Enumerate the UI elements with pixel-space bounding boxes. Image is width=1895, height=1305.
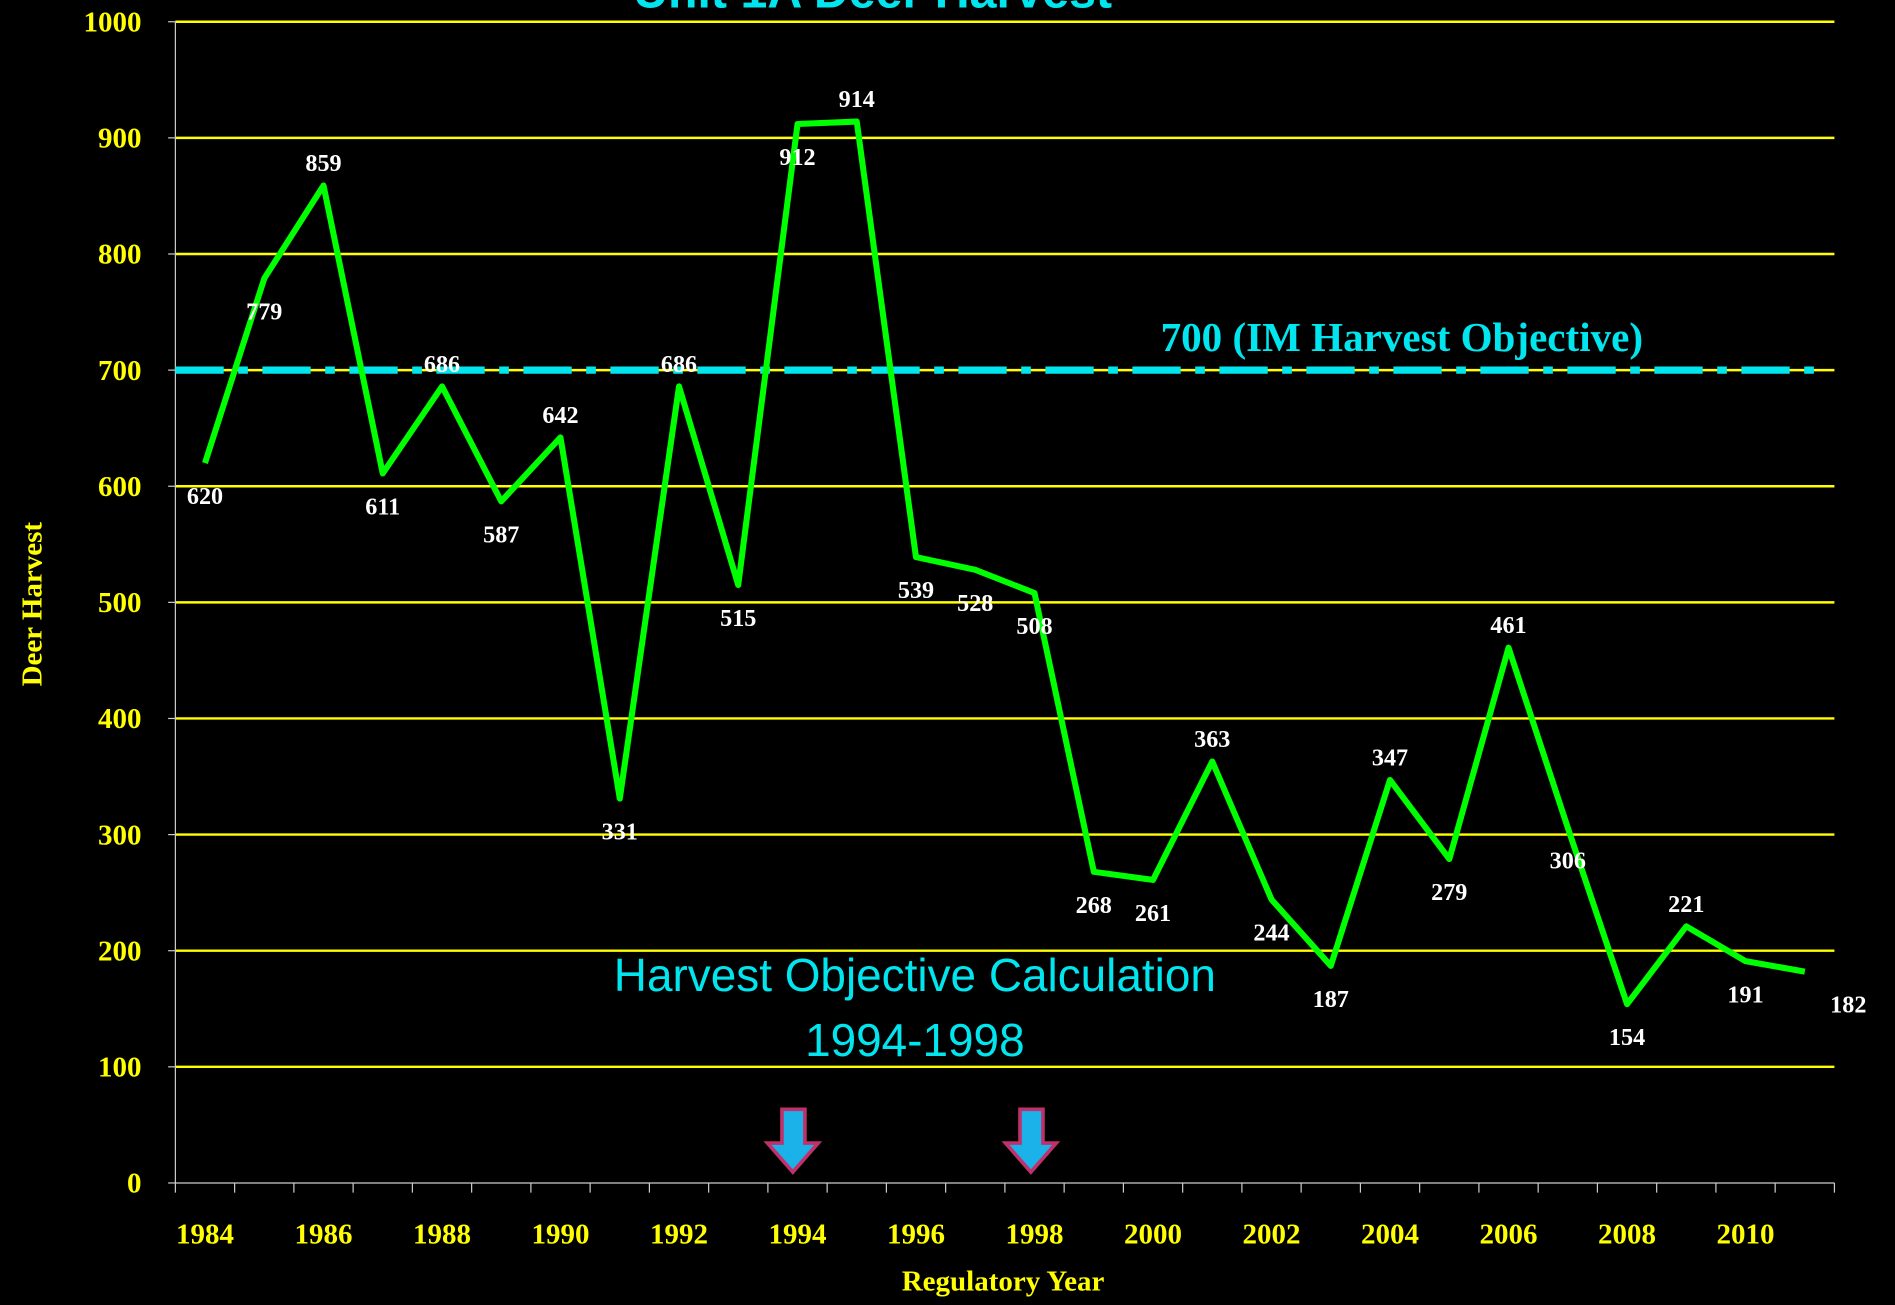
y-tick-label: 500 (98, 587, 142, 619)
x-tick-label: 1986 (295, 1218, 353, 1250)
x-tick-label: 1990 (532, 1218, 590, 1250)
data-label: 779 (246, 298, 282, 325)
data-label: 620 (187, 483, 223, 510)
y-tick-label: 800 (98, 239, 142, 271)
data-label: 611 (365, 494, 400, 521)
data-label: 221 (1668, 891, 1704, 918)
x-tick-label: 1984 (176, 1218, 234, 1250)
data-label: 261 (1135, 900, 1171, 927)
x-tick-label: 1998 (1006, 1218, 1064, 1250)
data-label: 187 (1313, 986, 1349, 1013)
data-label: 859 (305, 150, 341, 177)
annotation: Harvest Objective Calculation (614, 949, 1216, 1001)
y-tick-label: 0 (127, 1168, 142, 1200)
data-label: 182 (1830, 992, 1866, 1019)
data-label: 686 (661, 351, 697, 378)
data-label: 268 (1076, 892, 1112, 919)
data-label: 914 (839, 86, 875, 113)
data-label: 686 (424, 351, 460, 378)
x-tick-label: 1992 (650, 1218, 708, 1250)
x-tick-label: 1994 (769, 1218, 827, 1250)
data-label: 528 (957, 590, 993, 617)
y-axis-label: Deer Harvest (16, 522, 48, 687)
data-label: 331 (602, 819, 638, 846)
annotation: 1994-1998 (805, 1014, 1025, 1066)
x-axis-label: Regulatory Year (902, 1266, 1105, 1298)
y-tick-label: 900 (98, 123, 142, 155)
data-line (202, 118, 1806, 1008)
x-tick-label: 1988 (413, 1218, 471, 1250)
data-label: 515 (720, 605, 756, 632)
data-label: 154 (1609, 1024, 1645, 1051)
data-label: 191 (1727, 981, 1763, 1008)
arrow (763, 1107, 1061, 1175)
y-tick-label: 100 (98, 1052, 142, 1084)
x-tick-label: 2008 (1598, 1218, 1656, 1250)
data-label: 912 (779, 144, 815, 171)
y-tick-label: 200 (98, 935, 142, 967)
x-tick-label: 2002 (1243, 1218, 1301, 1250)
y-tick-label: 600 (98, 471, 142, 503)
data-label: 508 (1016, 613, 1052, 640)
x-tick-label: 2000 (1124, 1218, 1182, 1250)
data-label: 306 (1550, 848, 1586, 875)
reference-label: 700 (IM Harvest Objective) (1161, 314, 1644, 360)
data-label: 244 (1253, 920, 1289, 947)
data-label: 347 (1372, 745, 1408, 772)
data-label: 539 (898, 577, 934, 604)
data-label: 587 (483, 521, 519, 548)
data-label: 279 (1431, 879, 1467, 906)
y-tick-label: 700 (98, 355, 142, 387)
x-tick-label: 2004 (1361, 1218, 1419, 1250)
y-tick-label: 1000 (84, 6, 142, 38)
chart-title: Unit 1A Deer Harvest (633, 0, 1112, 18)
x-tick-label: 2010 (1717, 1218, 1775, 1250)
x-tick-label: 2006 (1480, 1218, 1538, 1250)
data-label: 363 (1194, 726, 1230, 753)
y-tick-label: 300 (98, 819, 142, 851)
data-label: 461 (1490, 612, 1526, 639)
data-label: 642 (542, 402, 578, 429)
y-tick-label: 400 (98, 703, 142, 735)
x-tick-label: 1996 (887, 1218, 945, 1250)
